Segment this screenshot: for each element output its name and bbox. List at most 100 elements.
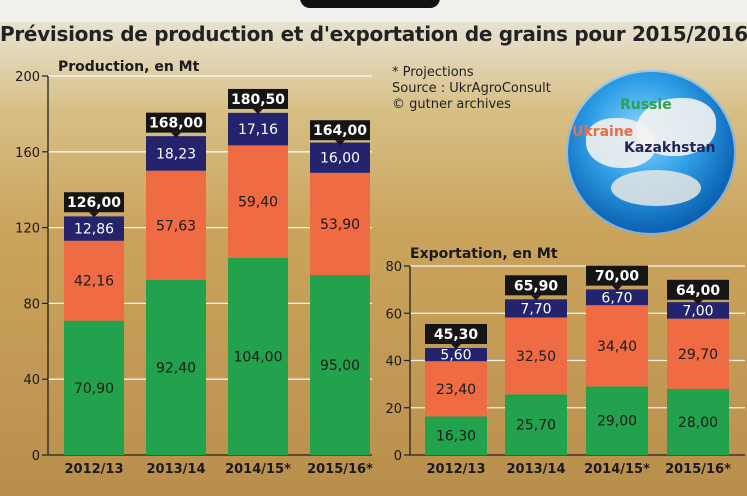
globe-icon: Russie Ukraine Kazakhstan — [566, 70, 736, 235]
production-ytick-label: 40 — [23, 373, 40, 388]
exportation-total-pointer — [451, 343, 461, 349]
page-title: Prévisions de production et d'exportatio… — [0, 22, 747, 46]
note-copyright: © gutner archives — [392, 97, 511, 112]
production-ytick-label: 0 — [32, 449, 40, 464]
globe-label-kazakhstan: Kazakhstan — [624, 140, 716, 156]
exportation-ytick-label: 40 — [385, 355, 402, 370]
production-total-box — [146, 112, 206, 133]
exportation-total-pointer — [693, 299, 703, 305]
exportation-bar-ukraine — [667, 318, 729, 389]
exportation-data-label-kazakhstan: 7,00 — [682, 303, 713, 319]
exportation-total-label: 45,30 — [434, 327, 479, 343]
production-ytick-label: 80 — [23, 297, 40, 312]
production-data-label-kazakhstan: 16,00 — [320, 151, 360, 167]
exportation-total-box — [586, 265, 648, 286]
production-bar-ukraine — [64, 240, 124, 321]
production-category-label: 2013/14 — [146, 462, 205, 477]
exportation-category-label: 2014/15* — [584, 462, 650, 477]
exportation-data-label-russie: 29,00 — [597, 414, 637, 430]
exportation-total-label: 70,00 — [595, 269, 640, 285]
exportation-data-label-ukraine: 29,70 — [678, 347, 718, 363]
exportation-total-label: 65,90 — [514, 278, 559, 294]
production-bar-ukraine — [146, 170, 206, 280]
production-bar-kazakhstan — [310, 142, 370, 173]
production-total-label: 180,50 — [231, 92, 285, 108]
production-data-label-kazakhstan: 18,23 — [156, 146, 196, 162]
production-total-pointer — [335, 140, 345, 146]
production-data-label-ukraine: 53,90 — [320, 217, 360, 233]
production-total-label: 164,00 — [313, 123, 367, 139]
exportation-bar-russie — [425, 416, 487, 455]
exportation-total-box — [505, 275, 567, 296]
production-bar-kazakhstan — [146, 136, 206, 171]
production-data-label-ukraine: 42,16 — [74, 274, 114, 290]
production-bar-kazakhstan — [228, 112, 288, 146]
exportation-data-label-russie: 25,70 — [516, 418, 556, 434]
production-total-box — [64, 192, 124, 213]
exportation-total-pointer — [531, 295, 541, 301]
production-data-label-kazakhstan: 12,86 — [74, 222, 114, 238]
exportation-bar-kazakhstan — [505, 299, 567, 318]
exportation-data-label-ukraine: 34,40 — [597, 339, 637, 355]
production-category-label: 2014/15* — [225, 462, 291, 477]
globe-label-ukraine: Ukraine — [572, 124, 634, 140]
exportation-total-box — [667, 279, 729, 300]
production-bar-russie — [310, 274, 370, 455]
production-total-label: 126,00 — [67, 195, 121, 211]
exportation-data-label-ukraine: 23,40 — [436, 382, 476, 398]
exportation-bar-kazakhstan — [667, 302, 729, 319]
exportation-bar-kazakhstan — [586, 289, 648, 306]
cropped-headline — [300, 0, 440, 8]
production-data-label-russie: 92,40 — [156, 360, 196, 376]
exportation-data-label-russie: 16,30 — [436, 429, 476, 445]
exportation-category-label: 2013/14 — [506, 462, 565, 477]
exportation-category-label: 2012/13 — [426, 462, 485, 477]
exportation-total-box — [425, 323, 487, 344]
exportation-data-label-russie: 28,00 — [678, 415, 718, 431]
note-projections: * Projections — [392, 65, 474, 80]
exportation-ytick-label: 60 — [385, 307, 402, 322]
production-ytick-label: 160 — [15, 146, 40, 161]
globe-landmass — [636, 98, 716, 156]
production-data-label-russie: 104,00 — [234, 349, 283, 365]
exportation-bar-russie — [586, 386, 648, 455]
exportation-ytick-label: 0 — [394, 449, 402, 464]
production-total-box — [228, 88, 288, 109]
exportation-bar-kazakhstan — [425, 347, 487, 362]
production-bar-russie — [146, 279, 206, 455]
production-chart-title: Production, en Mt — [58, 59, 200, 75]
exportation-data-label-kazakhstan: 7,70 — [520, 301, 551, 317]
production-total-box — [310, 120, 370, 141]
production-total-pointer — [89, 212, 99, 218]
production-total-label: 168,00 — [149, 116, 203, 132]
exportation-ytick-label: 20 — [385, 402, 402, 417]
note-source: Source : UkrAgroConsult — [392, 81, 551, 96]
exportation-total-label: 64,00 — [676, 283, 721, 299]
notes: * Projections Source : UkrAgroConsult © … — [392, 65, 551, 113]
production-total-pointer — [171, 132, 181, 138]
globe-landmass — [611, 170, 701, 206]
production-data-label-kazakhstan: 17,16 — [238, 122, 278, 138]
production-bar-russie — [64, 320, 124, 455]
exportation-data-label-kazakhstan: 5,60 — [440, 348, 471, 364]
globe-label-russie: Russie — [620, 97, 672, 113]
production-category-label: 2015/16* — [307, 462, 373, 477]
exportation-chart-title: Exportation, en Mt — [410, 246, 558, 262]
production-bar-ukraine — [228, 145, 288, 258]
exportation-bar-russie — [667, 388, 729, 455]
production-ytick-label: 200 — [15, 70, 40, 85]
exportation-ytick-label: 80 — [385, 260, 402, 275]
exportation-data-label-kazakhstan: 6,70 — [601, 290, 632, 306]
exportation-bar-ukraine — [425, 361, 487, 417]
production-category-label: 2012/13 — [64, 462, 123, 477]
production-data-label-ukraine: 59,40 — [238, 195, 278, 211]
production-ytick-label: 120 — [15, 222, 40, 237]
exportation-category-label: 2015/16* — [665, 462, 731, 477]
production-bar-kazakhstan — [64, 216, 124, 241]
exportation-bar-ukraine — [505, 317, 567, 395]
production-data-label-ukraine: 57,63 — [156, 218, 196, 234]
exportation-bar-ukraine — [586, 305, 648, 387]
production-total-pointer — [253, 108, 263, 114]
production-data-label-russie: 70,90 — [74, 381, 114, 397]
